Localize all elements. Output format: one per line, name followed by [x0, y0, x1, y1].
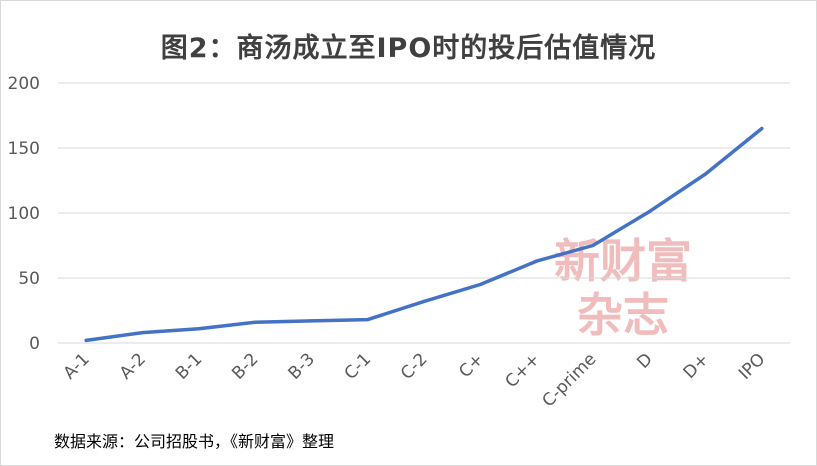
- x-tick-label: B-2: [228, 349, 262, 383]
- data-point: [309, 319, 313, 323]
- y-tick-label: 50: [18, 269, 40, 289]
- data-point: [647, 210, 651, 214]
- watermark-line-2: 杂志: [577, 288, 669, 342]
- y-axis-ticks: 0 50 100 150 200: [8, 74, 40, 354]
- y-tick-label: 200: [8, 74, 40, 94]
- x-tick-label: B-3: [285, 349, 319, 383]
- x-tick-label: D+: [680, 349, 713, 382]
- x-tick-label: A-1: [60, 349, 94, 383]
- x-tick-label: IPO: [735, 349, 769, 383]
- data-point: [84, 338, 88, 342]
- data-point: [591, 243, 595, 248]
- x-tick-label: D: [633, 349, 656, 372]
- y-tick-label: 100: [8, 204, 40, 224]
- chart-title: 图2：商汤成立至IPO时的投后估值情况: [160, 33, 657, 64]
- x-tick-label: C-2: [397, 349, 432, 384]
- data-point: [140, 331, 145, 335]
- watermark: 新财富 杂志: [528, 234, 718, 342]
- data-point: [703, 172, 708, 176]
- x-tick-label: C-prime: [539, 349, 601, 411]
- x-tick-label: B-1: [172, 349, 206, 383]
- x-axis-ticks: A-1 A-2 B-1 B-2 B-3 C-1 C-2 C+ C++C-prime D D+ IPO: [60, 349, 770, 411]
- x-tick-label: C-1: [341, 349, 376, 384]
- source-note: 数据来源：公司招股书，《新财富》整理: [54, 432, 335, 451]
- data-point: [760, 126, 764, 131]
- y-tick-label: 0: [29, 334, 40, 354]
- data-point: [366, 318, 370, 322]
- series-layer: [84, 126, 764, 343]
- x-tick-label: C+: [455, 349, 488, 382]
- data-point: [535, 259, 539, 263]
- gridlines: [58, 82, 790, 344]
- x-tick-label: C++: [501, 349, 544, 392]
- data-point: [253, 320, 257, 324]
- y-tick-label: 150: [8, 139, 40, 159]
- x-tick-label: A-2: [116, 349, 150, 383]
- watermark-line-1: 新财富: [554, 234, 692, 288]
- data-point: [197, 327, 201, 331]
- series-line-0: [84, 126, 764, 343]
- data-point: [422, 299, 426, 303]
- data-point: [478, 282, 482, 287]
